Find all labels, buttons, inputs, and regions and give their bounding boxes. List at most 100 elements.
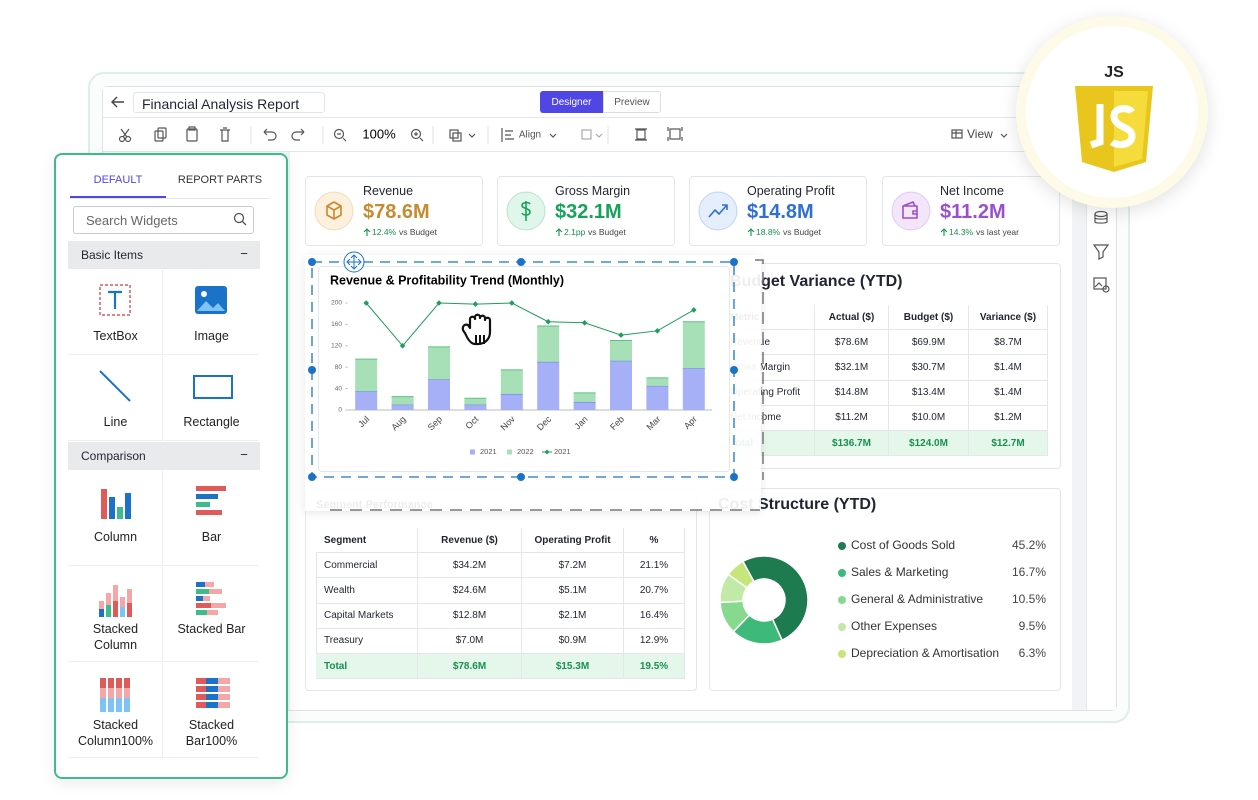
undo-icon[interactable] [263, 128, 277, 141]
kpi-icon [698, 191, 738, 231]
widget-icon [99, 284, 131, 316]
copy-icon[interactable] [154, 127, 167, 142]
panel-tab[interactable]: DEFAULT [93, 174, 143, 186]
group-toggle[interactable]: − [240, 246, 248, 261]
icon [100, 688, 106, 698]
widget-item[interactable] [164, 270, 259, 355]
icon [218, 702, 230, 708]
icon [120, 597, 125, 607]
group-toggle[interactable]: − [240, 447, 248, 462]
fit-icon[interactable] [635, 128, 647, 141]
widget-icon [99, 370, 131, 402]
kpi-glyph [708, 204, 728, 218]
frame-icon[interactable] [667, 127, 683, 141]
image-settings-icon[interactable] [1093, 277, 1110, 293]
table-cell: 21.1% [624, 553, 685, 579]
icon [127, 603, 132, 617]
resize-handle[interactable] [730, 258, 738, 266]
arrow-up [363, 228, 371, 236]
widget-icon [193, 375, 233, 399]
group-icon[interactable] [581, 129, 603, 140]
panel-tab[interactable]: REPORT PARTS [177, 174, 263, 186]
bar-segment [646, 385, 669, 410]
icon [99, 601, 104, 609]
back-button[interactable] [110, 95, 126, 109]
widget-item[interactable] [68, 471, 163, 566]
table-cell: $14.8M [815, 380, 889, 406]
icon [124, 678, 130, 688]
legend-label: Other Expenses [851, 619, 937, 633]
legend-label: Cost of Goods Sold [851, 538, 955, 552]
kpi-title: Operating Profit [747, 184, 835, 198]
legend-swatch [507, 449, 512, 455]
table-cell: 20.7% [624, 578, 685, 604]
kpi-value: $14.8M [747, 201, 814, 223]
resize-handle[interactable] [730, 366, 738, 374]
widget-item[interactable] [164, 471, 259, 566]
widget-item[interactable] [68, 356, 163, 441]
y-tick-label: 80 [335, 364, 343, 371]
widget-icon [195, 286, 227, 314]
y-tick-label: 0 [338, 407, 342, 414]
preview-tab[interactable]: Preview [603, 91, 661, 113]
donut-chart: Cost of Goods Sold 45.2% Sales & Marketing… [719, 538, 1046, 660]
widget-item[interactable] [68, 663, 163, 758]
icon [99, 609, 104, 617]
resize-handle[interactable] [308, 258, 316, 266]
resize-handle[interactable] [730, 473, 738, 481]
icon [218, 678, 230, 684]
view-icon[interactable] [951, 129, 1008, 139]
zoom-out-icon[interactable] [333, 128, 347, 142]
table-cell: Total [316, 654, 418, 680]
icon [196, 510, 222, 515]
filter-icon[interactable] [1092, 244, 1110, 260]
view-menu[interactable]: View [967, 127, 993, 141]
selection [308, 251, 738, 481]
icon [108, 698, 114, 712]
widget-label: Column [93, 530, 138, 544]
bar-segment [573, 392, 596, 402]
widget-item[interactable] [164, 567, 259, 662]
align-menu[interactable]: Align [519, 130, 541, 141]
table-cell: $0.9M [522, 628, 624, 654]
align-icon[interactable] [501, 128, 557, 142]
kpi-title: Revenue [363, 184, 414, 198]
paste-icon[interactable] [186, 126, 198, 142]
data-icon[interactable] [1094, 210, 1108, 224]
resize-handle[interactable] [308, 473, 316, 481]
bar-segment [428, 379, 450, 410]
zoom-level[interactable]: 100% [362, 126, 396, 141]
kpi-value: $11.2M [940, 201, 1006, 223]
widget-item[interactable] [68, 270, 163, 355]
widget-item[interactable] [164, 663, 259, 758]
toolbar [103, 118, 1116, 152]
icon [203, 596, 210, 601]
resize-handle[interactable] [308, 366, 316, 374]
search-box[interactable]: Search Widgets [73, 206, 254, 234]
report-title[interactable]: Financial Analysis Report [133, 92, 325, 113]
icon [206, 686, 218, 692]
cut-icon[interactable] [118, 128, 132, 143]
icon [124, 688, 130, 698]
widget-item[interactable] [164, 356, 259, 441]
designer-tab[interactable]: Designer [540, 91, 603, 113]
arrange-icon[interactable] [449, 129, 476, 142]
icon [196, 502, 210, 507]
resize-handle[interactable] [517, 258, 525, 266]
table-cell: $7.0M [418, 628, 522, 654]
resize-handle[interactable] [517, 473, 525, 481]
widget-label: Stacked Column [92, 622, 139, 652]
group-header[interactable]: Basic Items [68, 241, 260, 269]
kpi-arrow [555, 228, 563, 236]
bar-segment [355, 391, 378, 410]
line-marker [509, 300, 515, 306]
zoom-in-icon[interactable] [410, 128, 424, 142]
icon [124, 698, 130, 712]
icon [125, 493, 131, 519]
legend-label: 2022 [517, 447, 534, 456]
kpi-change: 18.8% [756, 227, 781, 237]
group-header[interactable]: Comparison [68, 442, 260, 470]
delete-icon[interactable] [220, 127, 230, 142]
widget-item[interactable] [68, 567, 163, 662]
redo-icon[interactable] [291, 128, 305, 141]
